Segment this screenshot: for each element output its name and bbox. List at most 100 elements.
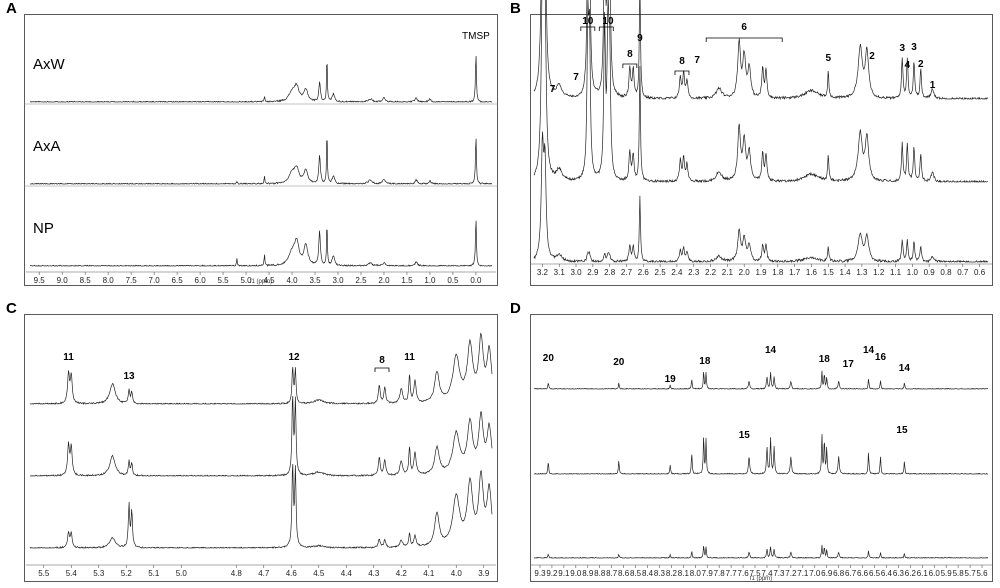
a-tick-label: 4.5 xyxy=(263,276,275,285)
c-tick-label: 5.2 xyxy=(121,569,133,578)
d-peak-label-20: 20 xyxy=(543,353,555,364)
d-tick-label: 9.0 xyxy=(570,569,582,578)
panel-a-frame xyxy=(24,14,498,286)
d-tick-label: 6.6 xyxy=(857,569,869,578)
d-peak-label-17: 17 xyxy=(843,359,855,370)
b-peak-label-3: 3 xyxy=(899,43,905,54)
b-peak-bracket xyxy=(580,26,596,31)
a-tick-label: 8.5 xyxy=(80,276,92,285)
b-peak-bracket xyxy=(674,70,690,75)
d-tick-label: 6.3 xyxy=(893,569,905,578)
a-tick-label: 6.0 xyxy=(195,276,207,285)
b-peak-label-8: 8 xyxy=(627,49,633,60)
b-tick-label: 1.7 xyxy=(789,268,801,277)
a-tick-label: 5.0 xyxy=(240,276,252,285)
c-trace-1 xyxy=(29,332,493,405)
c-tick-label: 4.5 xyxy=(313,569,325,578)
d-tick-label: 7.9 xyxy=(702,569,714,578)
b-tick-label: 1.9 xyxy=(755,268,767,277)
d-tick-label: 6.2 xyxy=(905,569,917,578)
d-peak-label-20: 20 xyxy=(613,357,625,368)
d-trace-2 xyxy=(533,434,988,475)
c-tick-label: 4.4 xyxy=(341,569,353,578)
b-peak-label-7: 7 xyxy=(550,84,556,95)
c-peak-label-11: 11 xyxy=(404,352,415,363)
d-tick-label: 8.6 xyxy=(618,569,630,578)
d-tick-label: 7.8 xyxy=(714,569,726,578)
b-tick-label: 2.0 xyxy=(739,268,751,277)
d-tick-label: 9.1 xyxy=(558,569,570,578)
b-tick-label: 2.4 xyxy=(671,268,683,277)
a-peak-label-tmsp: TMSP xyxy=(462,31,490,42)
b-peak-label-7: 7 xyxy=(573,72,579,83)
b-tick-label: 1.1 xyxy=(890,268,902,277)
c-tick-label: 4.8 xyxy=(231,569,243,578)
panel-letter-b: B xyxy=(510,0,521,17)
a-tick-label: 0.0 xyxy=(470,276,482,285)
panel-d-frame xyxy=(530,314,993,582)
c-tick-label: 5.3 xyxy=(93,569,105,578)
d-tick-label: 6.5 xyxy=(869,569,881,578)
b-tick-label: 1.8 xyxy=(772,268,784,277)
d-tick-label: 6.9 xyxy=(821,569,833,578)
c-peak-label-13: 13 xyxy=(123,371,135,382)
d-peak-label-15: 15 xyxy=(739,430,751,441)
b-tick-label: 1.3 xyxy=(856,268,868,277)
d-peak-label-16: 16 xyxy=(875,352,887,363)
d-tick-label: 8.2 xyxy=(666,569,678,578)
b-tick-label: 3.0 xyxy=(570,268,582,277)
a-tick-label: 1.0 xyxy=(424,276,436,285)
d-tick-label: 7.4 xyxy=(761,569,773,578)
b-peak-label-6: 6 xyxy=(741,22,747,33)
d-tick-label: 7.1 xyxy=(797,569,809,578)
d-tick-label: 6.0 xyxy=(929,569,941,578)
b-tick-label: 0.8 xyxy=(940,268,952,277)
b-peak-label-5: 5 xyxy=(825,53,831,64)
a-tick-label: 8.0 xyxy=(103,276,115,285)
b-tick-label: 1.5 xyxy=(823,268,835,277)
d-tick-label: 8.8 xyxy=(594,569,606,578)
d-peak-label-18: 18 xyxy=(699,356,711,367)
a-trace-1 xyxy=(29,55,493,103)
d-tick-label: 6.1 xyxy=(917,569,929,578)
c-tick-label: 4.0 xyxy=(451,569,463,578)
c-trace-3 xyxy=(29,463,493,549)
d-tick-label: 8.1 xyxy=(678,569,690,578)
c-tick-label: 4.1 xyxy=(423,569,435,578)
panel-letter-a: A xyxy=(6,0,17,17)
d-tick-label: 6.7 xyxy=(845,569,857,578)
d-tick-label: 7.6 xyxy=(738,569,750,578)
a-tick-label: 3.0 xyxy=(332,276,344,285)
a-trace-label-np: NP xyxy=(33,220,54,237)
b-peak-label-4: 4 xyxy=(905,60,911,71)
b-peak-bracket xyxy=(598,26,614,31)
d-peak-label-14: 14 xyxy=(765,345,777,356)
b-tick-label: 2.5 xyxy=(655,268,667,277)
b-tick-label: 1.0 xyxy=(907,268,919,277)
d-x-axis-label: f1 (ppm) xyxy=(750,576,772,582)
c-peak-label-8: 8 xyxy=(379,355,385,366)
b-peak-label-2: 2 xyxy=(918,59,924,70)
c-tick-label: 4.6 xyxy=(286,569,298,578)
a-tick-label: 0.5 xyxy=(447,276,459,285)
b-peak-bracket xyxy=(622,63,638,68)
b-trace-1 xyxy=(533,0,989,101)
c-tick-label: 5.0 xyxy=(176,569,188,578)
b-tick-label: 2.3 xyxy=(688,268,700,277)
c-tick-label: 4.3 xyxy=(368,569,380,578)
d-tick-label: 8.5 xyxy=(630,569,642,578)
a-tick-label: 5.5 xyxy=(218,276,230,285)
d-tick-label: 7.7 xyxy=(726,569,738,578)
a-tick-label: 2.0 xyxy=(378,276,390,285)
a-tick-label: 3.5 xyxy=(309,276,321,285)
a-tick-label: 2.5 xyxy=(355,276,367,285)
a-tick-label: 7.5 xyxy=(126,276,138,285)
b-trace-3 xyxy=(533,131,989,264)
a-trace-label-axa: AxA xyxy=(33,138,61,155)
c-tick-label: 5.4 xyxy=(66,569,78,578)
a-trace-label-axw: AxW xyxy=(33,56,66,73)
c-tick-label: 5.1 xyxy=(148,569,160,578)
b-tick-label: 3.1 xyxy=(554,268,566,277)
b-peak-bracket xyxy=(705,37,783,42)
b-tick-label: 2.8 xyxy=(604,268,616,277)
